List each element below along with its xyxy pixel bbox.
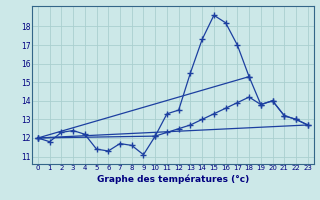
X-axis label: Graphe des températures (°c): Graphe des températures (°c): [97, 174, 249, 184]
